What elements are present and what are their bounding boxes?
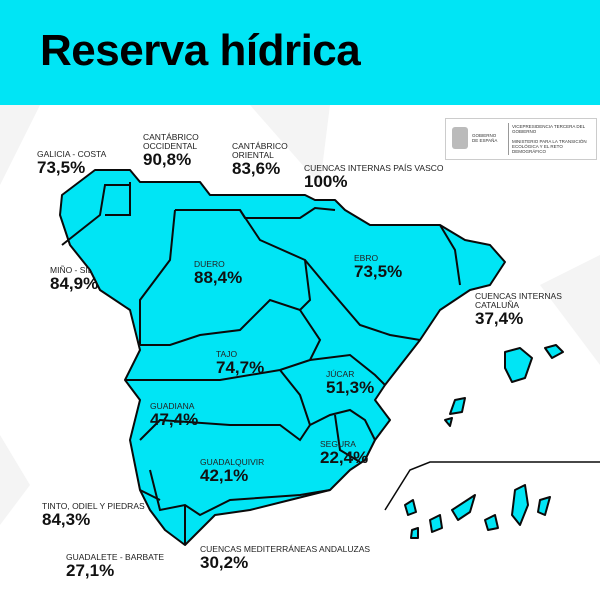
header-banner: Reserva hídrica — [0, 0, 600, 105]
balearic-menorca — [544, 344, 564, 359]
label-ebro: EBRO 73,5% — [354, 253, 403, 281]
label-duero: DUERO 88,4% — [194, 259, 243, 287]
page-title: Reserva hídrica — [40, 26, 361, 75]
canary-3 — [451, 494, 476, 521]
label-segura: SEGURA 22,4% — [320, 439, 369, 467]
government-logo: GOBIERNO DE ESPAÑA VICEPRESIDENCIA TERCE… — [445, 118, 597, 160]
balearic-ibiza — [449, 397, 466, 415]
label-guadiana: GUADIANA 47,4% — [150, 401, 199, 429]
balearic-mallorca — [504, 347, 533, 383]
canary-5 — [511, 484, 529, 526]
basin-borders — [61, 182, 600, 545]
canary-7 — [410, 527, 419, 539]
label-tinto-odiel-piedras: TINTO, ODIEL Y PIEDRAS 84,3% — [42, 501, 145, 529]
label-guadalquivir: GUADALQUIVIR 42,1% — [200, 457, 265, 485]
label-tajo: TAJO 74,7% — [216, 349, 265, 377]
label-mediterraneas-andaluzas: CUENCAS MEDITERRÁNEAS ANDALUZAS 30,2% — [200, 544, 371, 572]
label-cantabrico-occidental: CANTÁBRICO OCCIDENTAL 90,8% — [143, 132, 199, 169]
peninsula-outline — [59, 169, 506, 546]
balearic-formentera — [444, 417, 453, 427]
label-jucar: JÚCAR 51,3% — [326, 369, 375, 397]
label-mino-sil: MIÑO - SIL 84,9% — [50, 265, 99, 293]
coat-of-arms-icon — [452, 127, 468, 149]
label-galicia-costa: GALICIA - COSTA 73,5% — [37, 149, 107, 177]
logo-gobierno-text: GOBIERNO DE ESPAÑA — [472, 133, 498, 143]
canary-2 — [429, 514, 443, 533]
label-cantabrico-oriental: CANTÁBRICO ORIENTAL 83,6% — [232, 141, 288, 178]
label-pais-vasco: CUENCAS INTERNAS PAÍS VASCO 100% — [304, 163, 444, 191]
logo-vicepresidencia-text: VICEPRESIDENCIA TERCERA DEL GOBIERNO — [512, 124, 586, 134]
label-cataluna: CUENCAS INTERNAS CATALUÑA 37,4% — [475, 291, 562, 328]
canary-4 — [484, 514, 499, 531]
background-shapes — [0, 105, 600, 525]
logo-ministerio-text: MINISTERIO PARA LA TRANSICIÓN ECOLÓGICA … — [512, 139, 587, 154]
canary-6 — [537, 496, 551, 516]
canary-1 — [404, 499, 417, 516]
label-guadalete-barbate: GUADALETE - BARBATE 27,1% — [66, 552, 165, 580]
